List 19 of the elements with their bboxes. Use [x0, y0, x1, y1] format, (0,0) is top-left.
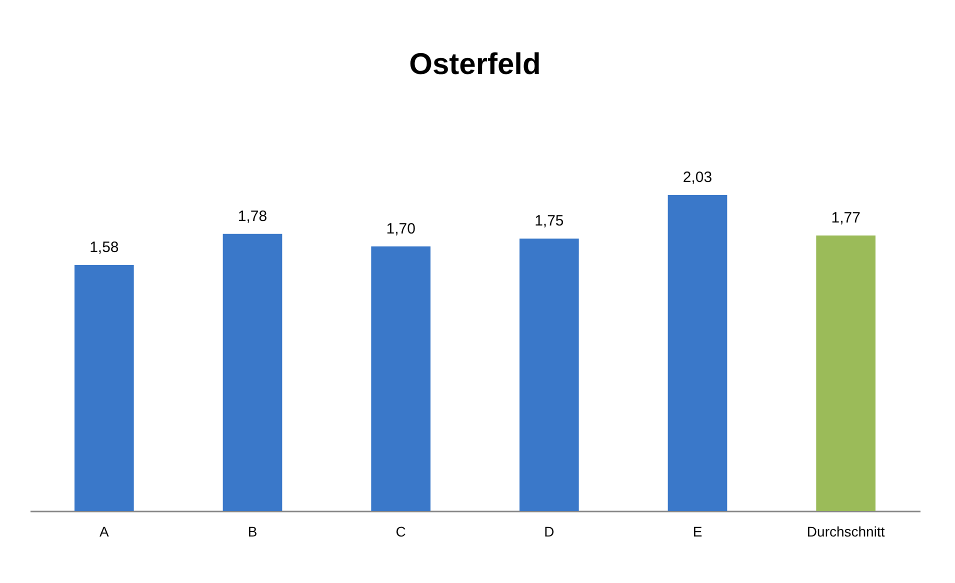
x-tick-label: D [544, 524, 554, 540]
bar [668, 195, 728, 511]
bar [74, 265, 134, 511]
bar [520, 238, 579, 511]
x-tick-label: E [692, 524, 702, 540]
x-tick-label: B [248, 524, 258, 540]
bar [371, 246, 430, 511]
x-tick-label: Durchschnitt [806, 524, 885, 540]
x-tick-label: A [99, 524, 110, 540]
data-label: 1,75 [534, 212, 564, 230]
data-label: 1,78 [238, 208, 268, 225]
x-tick-label: C [396, 524, 406, 540]
data-label: 1,77 [831, 209, 860, 226]
data-label: 1,70 [386, 220, 416, 238]
data-label: 2,03 [682, 169, 712, 186]
data-label: 1,58 [90, 239, 119, 256]
bar [816, 235, 876, 511]
chart-title: Osterfeld [409, 48, 541, 81]
bar [222, 234, 282, 511]
